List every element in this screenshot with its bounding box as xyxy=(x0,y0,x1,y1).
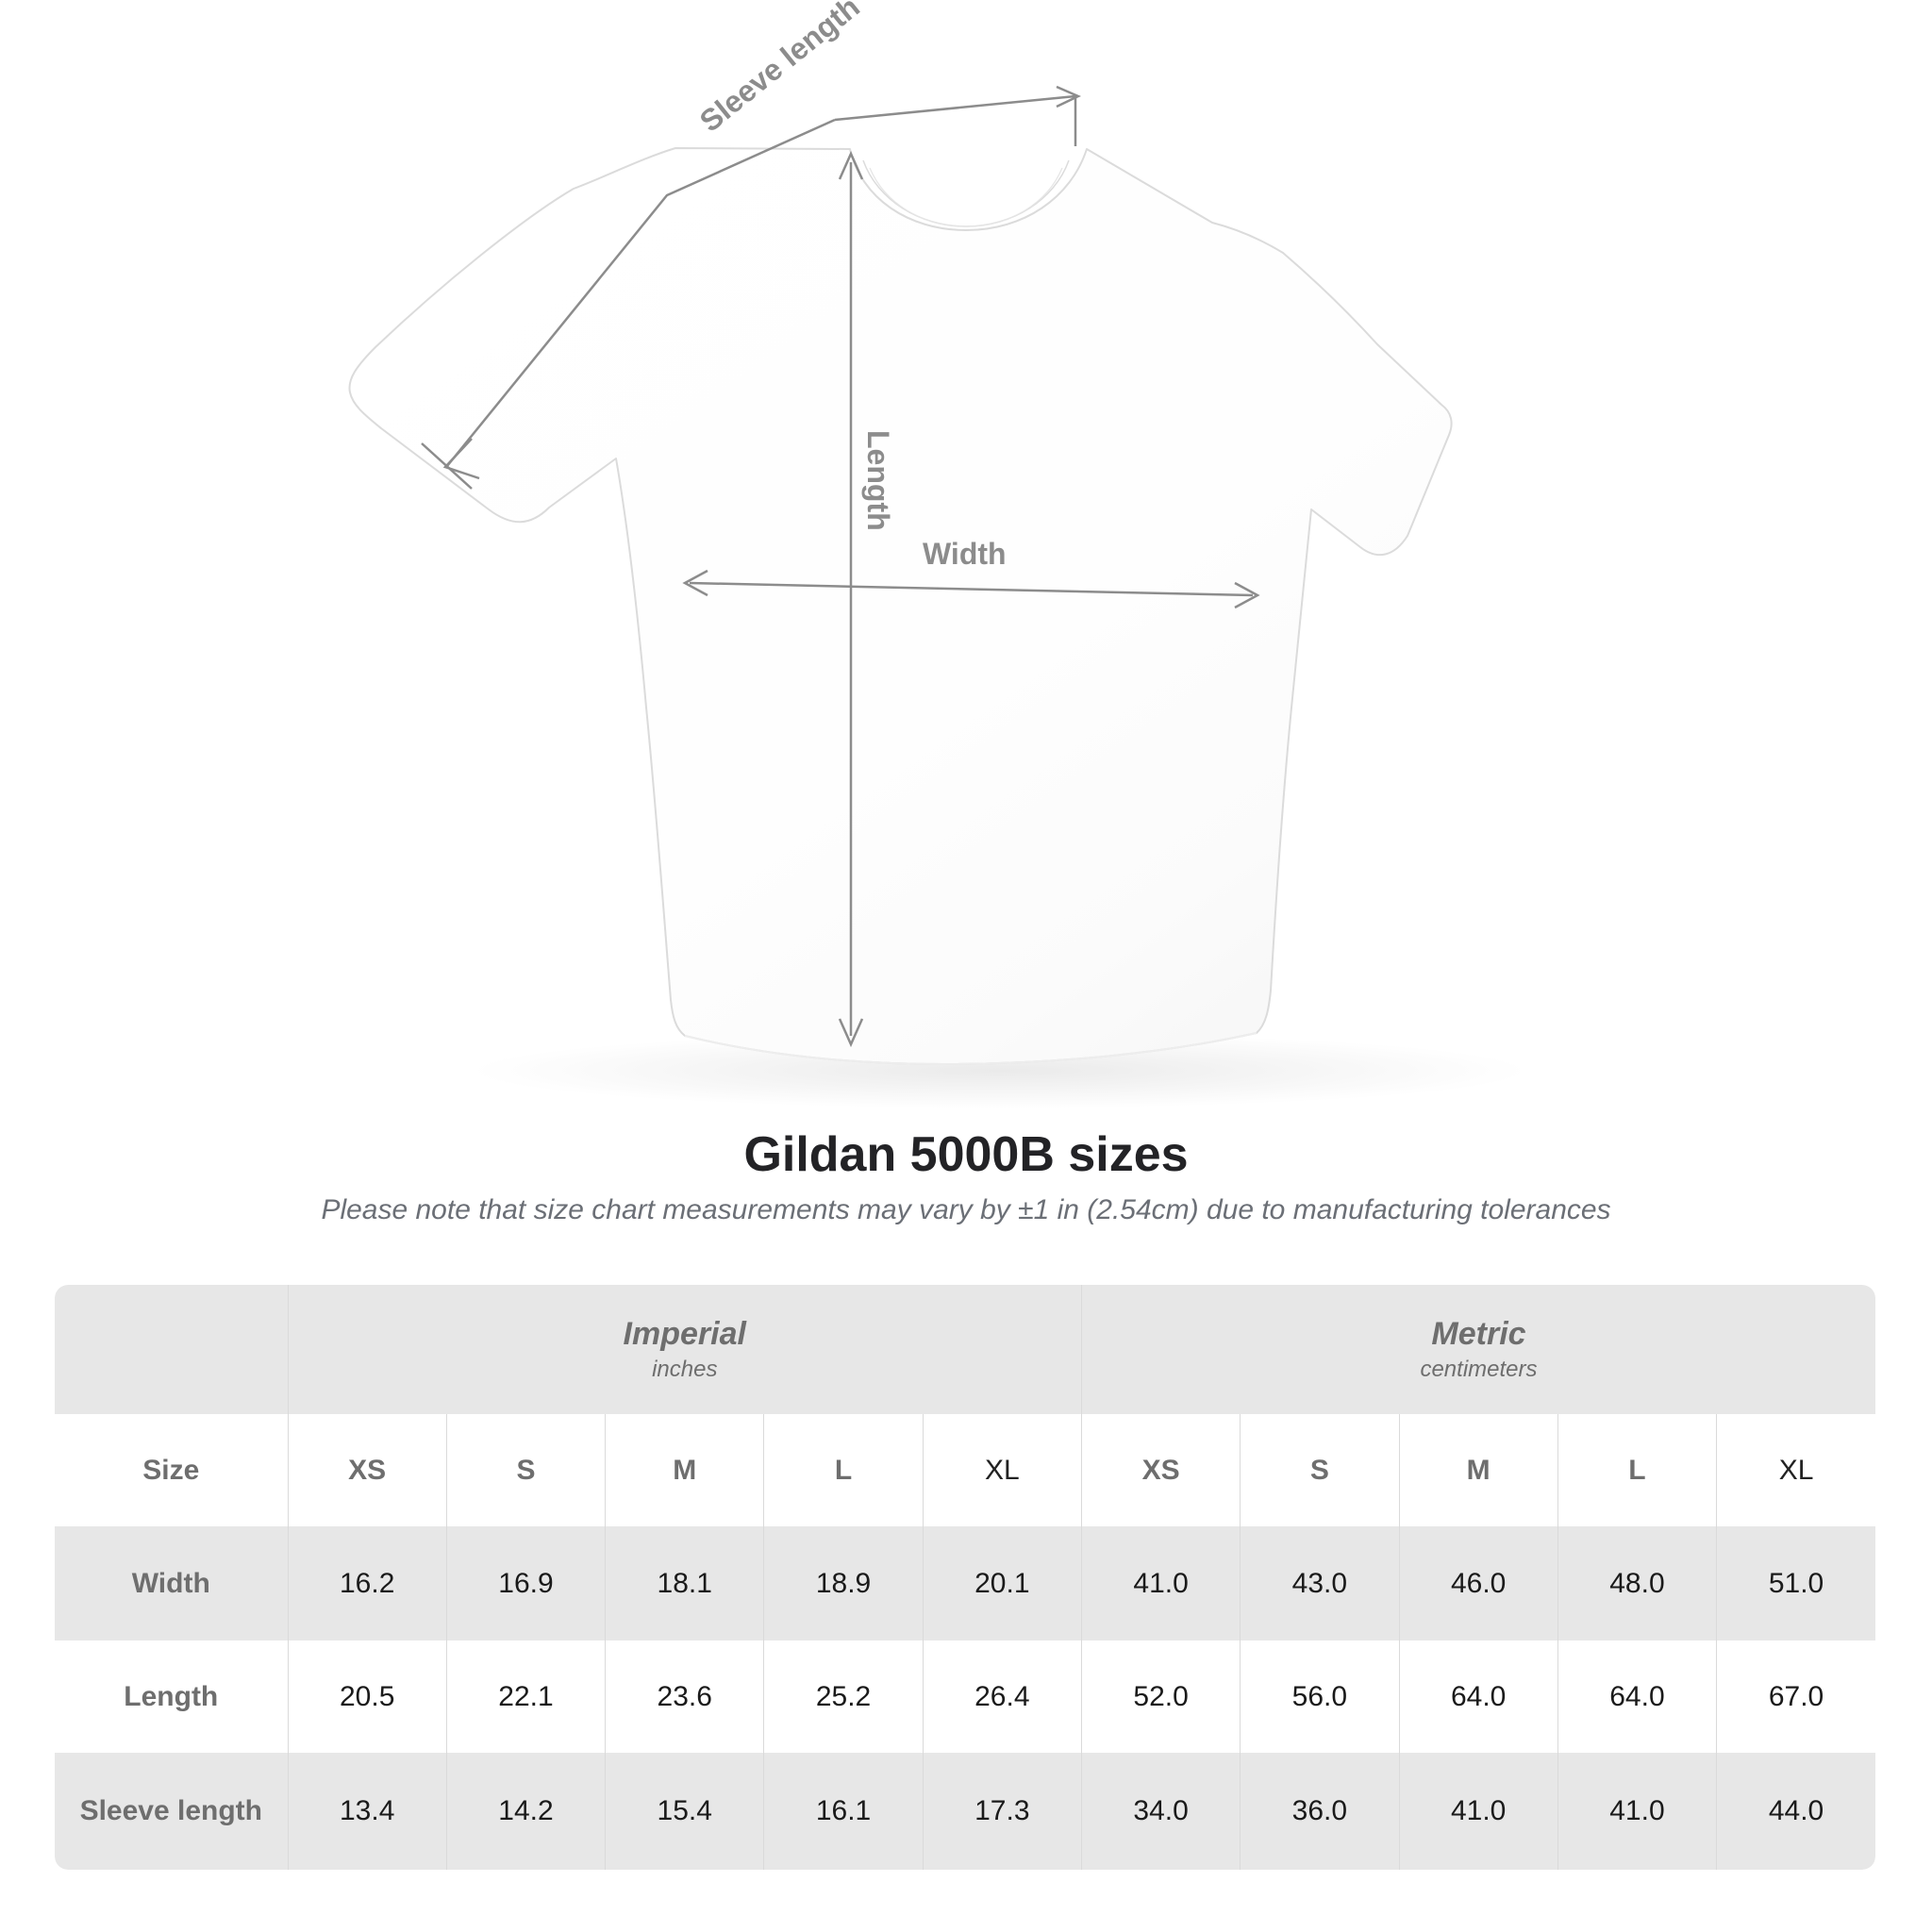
svg-text:Sleeve length: Sleeve length xyxy=(693,0,866,139)
svg-text:Width: Width xyxy=(923,537,1007,571)
svg-text:Length: Length xyxy=(861,430,895,531)
